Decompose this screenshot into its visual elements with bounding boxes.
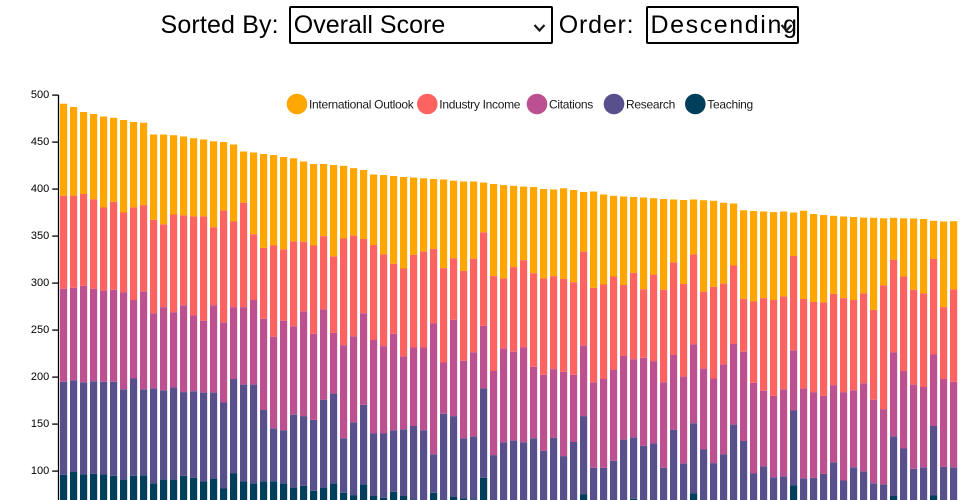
- svg-text:400: 400: [31, 183, 49, 195]
- svg-text:500: 500: [31, 89, 49, 101]
- svg-text:350: 350: [31, 230, 49, 242]
- svg-text:300: 300: [31, 277, 49, 289]
- svg-text:Research: Research: [626, 98, 675, 112]
- svg-text:Citations: Citations: [549, 98, 593, 112]
- svg-text:150: 150: [31, 418, 49, 430]
- svg-text:250: 250: [31, 324, 49, 336]
- svg-text:100: 100: [31, 465, 49, 477]
- svg-text:450: 450: [31, 136, 49, 148]
- svg-text:200: 200: [31, 371, 49, 383]
- svg-text:Industry Income: Industry Income: [439, 98, 520, 112]
- svg-text:International Outlook: International Outlook: [309, 98, 415, 112]
- svg-text:Teaching: Teaching: [707, 98, 753, 112]
